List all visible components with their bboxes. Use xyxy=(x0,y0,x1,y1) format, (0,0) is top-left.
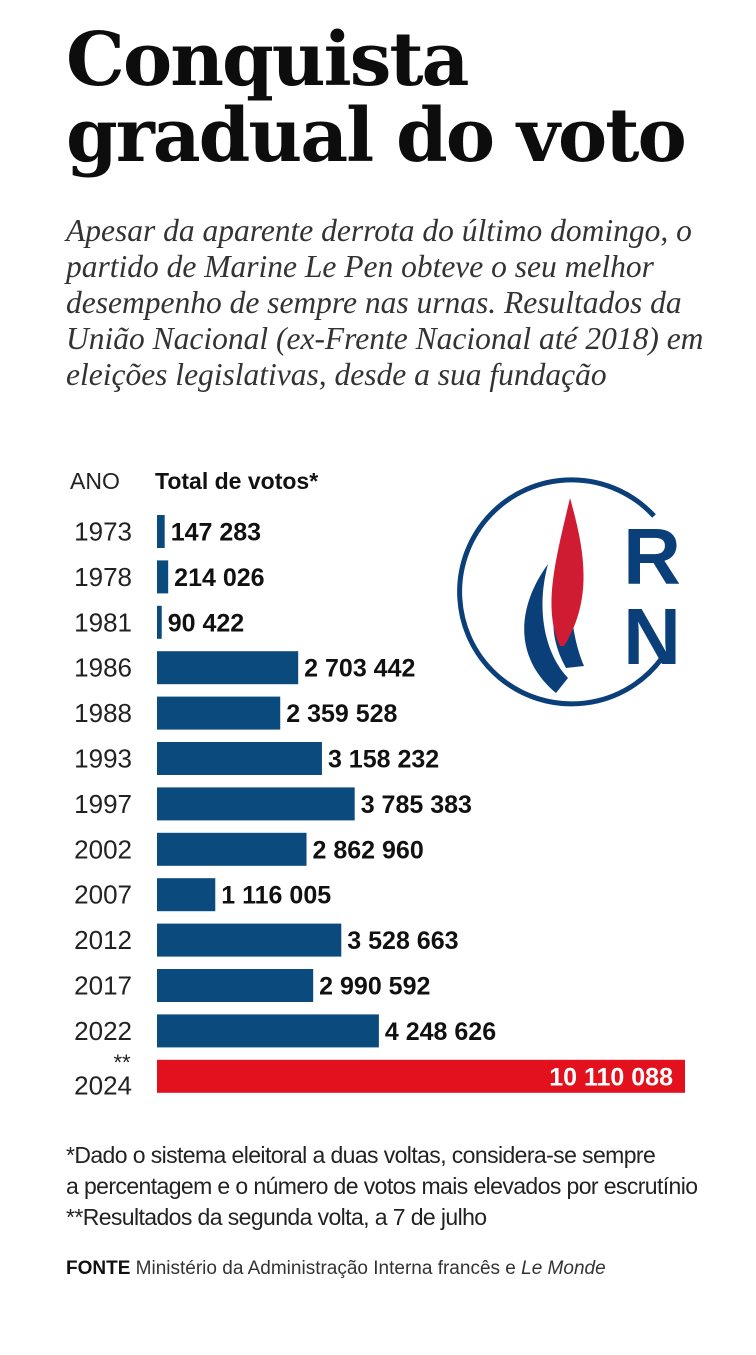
title-line-1: Conquista xyxy=(66,17,470,103)
bar-1993 xyxy=(157,742,322,775)
bar-1978 xyxy=(157,560,169,594)
value-label-1986: 2 703 442 xyxy=(304,655,415,683)
year-label-1997: 1997 xyxy=(74,789,132,819)
bar-chart: 1973 147 283 1978 214 026 1981 90 422 1986 2 70… xyxy=(74,515,685,1100)
column-header-year: ANO xyxy=(70,468,120,494)
bar-1988 xyxy=(157,696,281,730)
source-label: FONTE xyxy=(66,1258,131,1279)
source-italic: Le Monde xyxy=(521,1258,606,1279)
year-label-2007: 2007 xyxy=(74,880,132,910)
subtitle: Apesar da aparente derrota do último dom… xyxy=(66,213,704,392)
footnote-1: *Dado o sistema eleitoral a duas voltas,… xyxy=(66,1142,656,1168)
value-label-2017: 2 990 592 xyxy=(319,973,430,1001)
bar-1997 xyxy=(157,787,355,821)
year-label-1993: 1993 xyxy=(74,744,132,774)
year-label-2017: 2017 xyxy=(74,971,132,1001)
flame-logo-icon xyxy=(524,498,584,693)
year-label-1986: 1986 xyxy=(74,653,132,683)
bar-2002 xyxy=(157,832,307,866)
bar-2007 xyxy=(157,878,216,912)
source-text: Ministério da Administração Interna fran… xyxy=(135,1258,516,1279)
bar-2022 xyxy=(157,1014,379,1048)
year-label-2024: 2024 xyxy=(74,1070,132,1100)
footnote-2: a percentagem e o número de votos mais e… xyxy=(66,1173,698,1199)
bar-1986 xyxy=(157,651,299,685)
value-label-2024: 10 110 088 xyxy=(549,1063,673,1091)
value-label-1997: 3 785 383 xyxy=(361,791,472,819)
value-label-2002: 2 862 960 xyxy=(313,836,424,864)
year-label-1981: 1981 xyxy=(74,607,132,637)
bar-1981 xyxy=(157,605,162,639)
logo-ring xyxy=(457,477,665,707)
value-label-1973: 147 283 xyxy=(171,519,261,547)
bar-2024 xyxy=(157,1059,685,1093)
value-label-2007: 1 116 005 xyxy=(221,882,331,910)
value-label-2012: 3 528 663 xyxy=(347,927,458,955)
year-label-1978: 1978 xyxy=(74,562,132,592)
value-label-1988: 2 359 528 xyxy=(286,700,397,728)
year-label-2002: 2002 xyxy=(74,834,132,864)
year-label-1988: 1988 xyxy=(74,698,132,728)
value-label-2022: 4 248 626 xyxy=(385,1018,496,1046)
year-label-2022: 2022 xyxy=(74,1016,132,1046)
value-label-1978: 214 026 xyxy=(174,564,264,592)
year-label-1973: 1973 xyxy=(74,517,132,547)
year-mark-2024: ** xyxy=(113,1050,131,1075)
column-header-total: Total de votos* xyxy=(155,468,319,494)
value-label-1981: 90 422 xyxy=(168,609,244,637)
rn-logo: R N xyxy=(457,477,681,707)
footnotes: *Dado o sistema eleitoral a duas voltas,… xyxy=(66,1140,726,1233)
source-line: FONTE Ministério da Administração Intern… xyxy=(66,1258,606,1280)
page-title: Conquista gradual do voto xyxy=(66,22,726,174)
title-line-2: gradual do voto xyxy=(66,93,687,179)
bar-1973 xyxy=(157,515,165,548)
footnote-3: **Resultados da segunda volta, a 7 de ju… xyxy=(66,1204,487,1230)
logo-letter-n: N xyxy=(623,592,681,681)
bar-2017 xyxy=(157,969,314,1002)
logo-letter-r: R xyxy=(623,512,681,601)
bar-2012 xyxy=(157,923,342,957)
year-label-2012: 2012 xyxy=(74,925,132,955)
value-label-1993: 3 158 232 xyxy=(328,746,439,774)
